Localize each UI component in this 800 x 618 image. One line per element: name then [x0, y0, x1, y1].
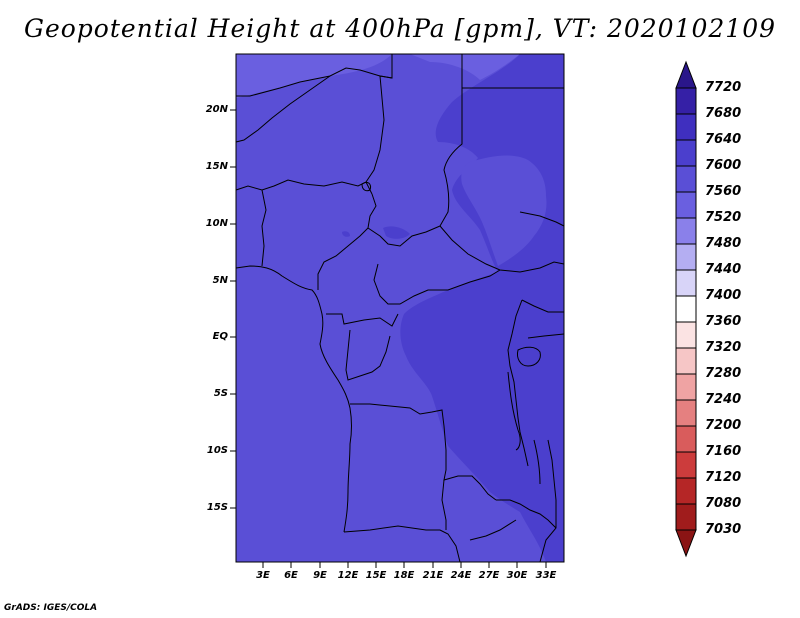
colorbar-box: [675, 191, 697, 219]
border-nigeria: [261, 189, 267, 267]
colorbar-label-7120: 7120: [705, 470, 742, 485]
lake-chad: [361, 181, 371, 192]
coastline-west: [235, 265, 352, 533]
border-niger-chad: [235, 179, 373, 195]
longitude-ticks: [262, 562, 547, 568]
colorbar-boxes: [675, 87, 697, 531]
colorbar-bottom-arrow: [675, 529, 697, 558]
colorbar-box: [675, 373, 697, 401]
border-car-south: [373, 263, 501, 305]
border-ethiopia: [519, 211, 565, 227]
lon-label-6e: 6E: [284, 570, 298, 581]
colorbar-label-7440: 7440: [705, 262, 742, 277]
colorbar-label-7080: 7080: [705, 496, 742, 511]
colorbar-label-7030: 7030: [705, 522, 742, 537]
border-botswana: [441, 479, 447, 530]
border-drc-north: [326, 313, 399, 327]
colorbar-label-7280: 7280: [705, 366, 742, 381]
border-chad-sudan: [439, 88, 463, 227]
lake-victoria: [517, 346, 541, 367]
border-libya-egypt: [365, 54, 393, 183]
lat-label-20n: 20N: [205, 104, 228, 115]
map-frame: [235, 53, 565, 563]
border-mozambique: [539, 439, 557, 563]
lat-label-eq: EQ: [212, 331, 228, 342]
border-zambia-south: [469, 519, 517, 541]
lon-label-18e: 18E: [393, 570, 415, 581]
colorbar-box: [675, 113, 697, 141]
border-egypt: [461, 54, 564, 89]
lat-label-15n: 15N: [205, 161, 228, 172]
lon-label-9e: 9E: [313, 570, 327, 581]
lon-label-3e: 3E: [256, 570, 270, 581]
border-sudan-south: [439, 225, 565, 273]
colorbar-box: [675, 295, 697, 323]
colorbar-label-7640: 7640: [705, 132, 742, 147]
height-field-light-north: [236, 54, 392, 98]
map-title: Geopotential Height at 400hPa [gpm], VT:…: [23, 14, 777, 43]
colorbar-label-7320: 7320: [705, 340, 742, 355]
colorbar-box: [675, 243, 697, 271]
border-zambia: [496, 499, 557, 529]
colorbar-label-7400: 7400: [705, 288, 742, 303]
colorbar-box: [675, 269, 697, 297]
lat-label-10n: 10N: [205, 218, 228, 229]
border-sahel-2: [235, 75, 331, 143]
colorbar-label-7360: 7360: [705, 314, 742, 329]
border-drc-west: [345, 329, 391, 381]
colorbar-box: [675, 139, 697, 167]
height-field-dark-blob-2: [342, 231, 350, 237]
lon-label-24e: 24E: [450, 570, 472, 581]
colorbar-box: [675, 321, 697, 349]
lon-label-33e: 33E: [535, 570, 557, 581]
latitude-ticks: [230, 109, 236, 509]
lon-label-30e: 30E: [506, 570, 528, 581]
border-tanzania: [527, 333, 565, 339]
colorbar-label-7200: 7200: [705, 418, 742, 433]
height-field-dark-blob-1: [383, 226, 410, 239]
colorbar-top-arrow: [675, 60, 697, 89]
footer-credit: GrADS: IGES/COLA: [4, 603, 98, 613]
border-drc-east: [507, 299, 529, 467]
lake-malawi: [533, 439, 541, 485]
lon-label-21e: 21E: [422, 570, 444, 581]
border-namibia: [343, 525, 461, 563]
colorbar-label-7680: 7680: [705, 106, 742, 121]
border-nigeria-cameroon: [317, 193, 377, 290]
colorbar-label-7240: 7240: [705, 392, 742, 407]
border-drc-angola: [350, 403, 497, 501]
colorbar-box: [675, 477, 697, 505]
colorbar-box: [675, 217, 697, 245]
colorbar-box: [675, 425, 697, 453]
colorbar-box: [675, 87, 697, 115]
colorbar-box: [675, 503, 697, 531]
lat-label-15s: 15S: [206, 502, 228, 513]
colorbar-label-7720: 7720: [705, 80, 742, 95]
lon-label-12e: 12E: [337, 570, 359, 581]
colorbar-box: [675, 451, 697, 479]
colorbar-box: [675, 165, 697, 193]
lat-label-5n: 5N: [212, 275, 228, 286]
lake-tanganyika: [507, 371, 521, 451]
height-field-light-sudan: [461, 155, 547, 266]
colorbar-label-7520: 7520: [705, 210, 742, 225]
lat-label-5s: 5S: [213, 388, 228, 399]
border-uganda-kenya: [521, 299, 564, 313]
border-cameroon-car: [367, 225, 441, 247]
lon-label-27e: 27E: [478, 570, 500, 581]
colorbar-box: [675, 399, 697, 427]
country-borders: [235, 54, 565, 563]
colorbar-box: [675, 347, 697, 375]
lon-label-15e: 15E: [365, 570, 387, 581]
colorbar: [675, 60, 697, 558]
lat-label-10s: 10S: [206, 445, 228, 456]
colorbar-label-7600: 7600: [705, 158, 742, 173]
colorbar-label-7480: 7480: [705, 236, 742, 251]
colorbar-label-7160: 7160: [705, 444, 742, 459]
colorbar-label-7560: 7560: [705, 184, 742, 199]
height-field-light-northeast: [410, 54, 520, 80]
